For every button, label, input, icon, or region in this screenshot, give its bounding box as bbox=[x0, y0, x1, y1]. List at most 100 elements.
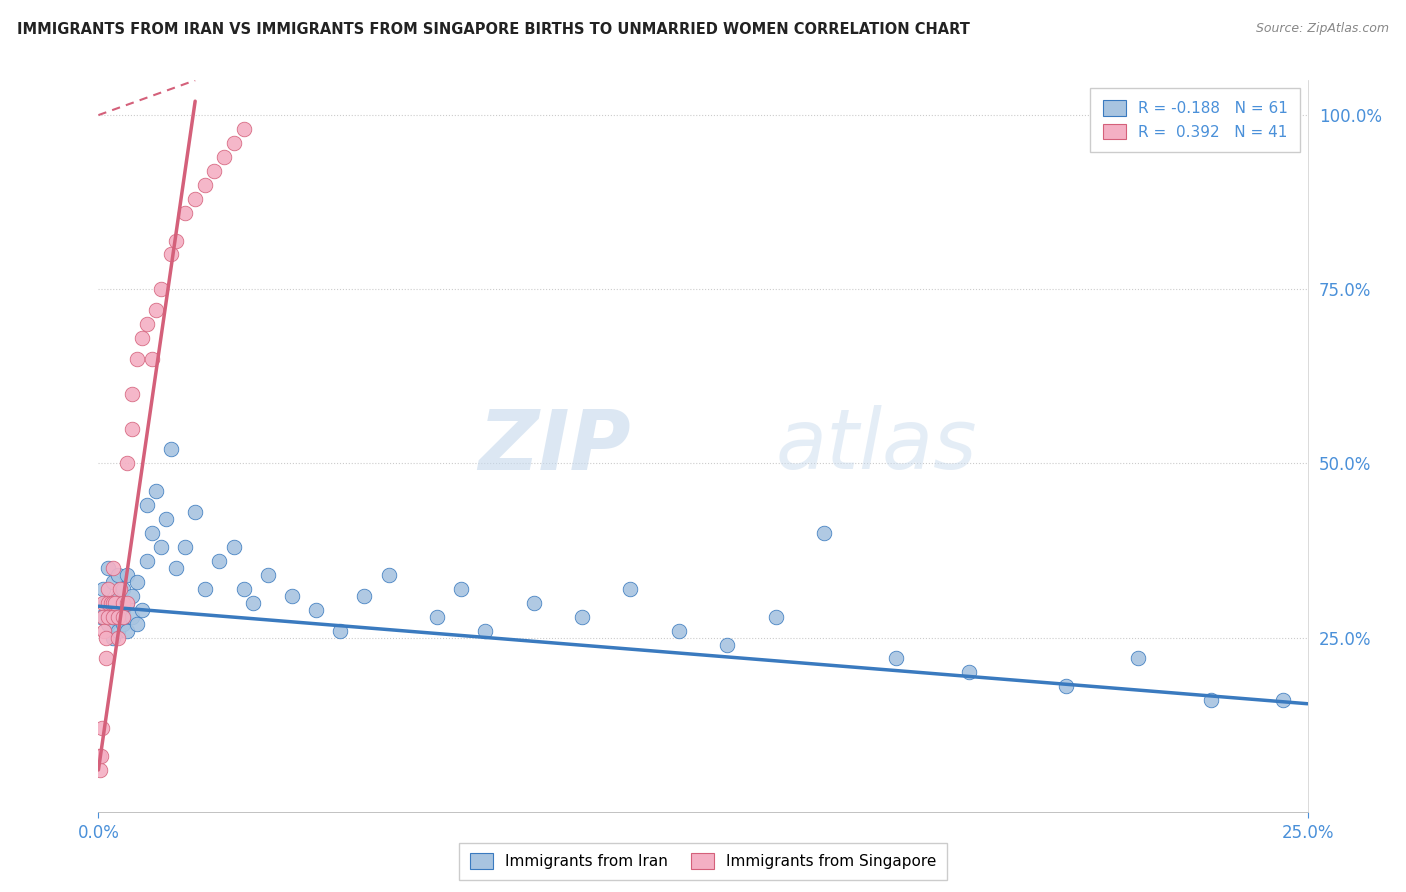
Point bbox=[107, 609, 129, 624]
Point bbox=[281, 589, 304, 603]
Point bbox=[145, 484, 167, 499]
Point bbox=[150, 282, 173, 296]
Point bbox=[957, 665, 980, 680]
Point bbox=[117, 596, 139, 610]
Point bbox=[127, 616, 149, 631]
Point bbox=[1272, 693, 1295, 707]
Point bbox=[194, 582, 217, 596]
Point bbox=[716, 638, 738, 652]
Point bbox=[101, 609, 124, 624]
Point bbox=[121, 609, 143, 624]
Point bbox=[165, 234, 187, 248]
Point bbox=[813, 526, 835, 541]
Point bbox=[141, 526, 163, 541]
Point bbox=[204, 164, 226, 178]
Point bbox=[101, 631, 124, 645]
Point bbox=[121, 386, 143, 401]
Point bbox=[135, 317, 157, 331]
Point bbox=[93, 624, 115, 638]
Point bbox=[111, 616, 134, 631]
Point bbox=[121, 421, 143, 435]
Point bbox=[145, 303, 167, 318]
Point bbox=[127, 574, 149, 589]
Point bbox=[150, 540, 173, 554]
Point bbox=[212, 150, 235, 164]
Point bbox=[97, 596, 120, 610]
Point bbox=[117, 567, 139, 582]
Point bbox=[523, 596, 546, 610]
Point bbox=[94, 631, 117, 645]
Point bbox=[1128, 651, 1150, 665]
Point bbox=[121, 589, 143, 603]
Point bbox=[100, 603, 122, 617]
Point bbox=[222, 136, 245, 150]
Point bbox=[131, 331, 153, 345]
Point bbox=[765, 609, 787, 624]
Point bbox=[141, 351, 163, 366]
Point bbox=[101, 596, 124, 610]
Point bbox=[91, 596, 114, 610]
Point bbox=[94, 596, 117, 610]
Point bbox=[232, 582, 254, 596]
Point bbox=[97, 582, 120, 596]
Point bbox=[104, 596, 127, 610]
Point bbox=[160, 247, 183, 261]
Point bbox=[135, 498, 157, 512]
Point bbox=[571, 609, 593, 624]
Legend: Immigrants from Iran, Immigrants from Singapore: Immigrants from Iran, Immigrants from Si… bbox=[460, 843, 946, 880]
Point bbox=[97, 561, 120, 575]
Point bbox=[91, 609, 114, 624]
Text: atlas: atlas bbox=[776, 406, 977, 486]
Point bbox=[101, 574, 124, 589]
Point bbox=[155, 512, 177, 526]
Point bbox=[111, 582, 134, 596]
Point bbox=[101, 609, 124, 624]
Point bbox=[174, 540, 197, 554]
Point bbox=[97, 616, 120, 631]
Point bbox=[194, 178, 217, 192]
Point bbox=[208, 554, 231, 568]
Point bbox=[127, 351, 149, 366]
Point bbox=[353, 589, 375, 603]
Point bbox=[111, 609, 134, 624]
Point bbox=[90, 609, 112, 624]
Point bbox=[117, 457, 139, 471]
Point bbox=[1199, 693, 1222, 707]
Point bbox=[97, 609, 120, 624]
Point bbox=[619, 582, 641, 596]
Point bbox=[90, 749, 112, 764]
Point bbox=[165, 561, 187, 575]
Point bbox=[174, 205, 197, 219]
Point bbox=[450, 582, 472, 596]
Point bbox=[377, 567, 399, 582]
Point bbox=[91, 582, 114, 596]
Point bbox=[886, 651, 908, 665]
Point bbox=[305, 603, 328, 617]
Legend: R = -0.188   N = 61, R =  0.392   N = 41: R = -0.188 N = 61, R = 0.392 N = 41 bbox=[1091, 88, 1301, 152]
Point bbox=[668, 624, 690, 638]
Point bbox=[160, 442, 183, 457]
Point bbox=[111, 609, 134, 624]
Point bbox=[107, 589, 129, 603]
Point bbox=[117, 624, 139, 638]
Point bbox=[107, 624, 129, 638]
Point bbox=[89, 749, 111, 764]
Point bbox=[242, 596, 264, 610]
Point bbox=[256, 567, 278, 582]
Point bbox=[107, 631, 129, 645]
Point bbox=[222, 540, 245, 554]
Point bbox=[131, 603, 153, 617]
Point bbox=[232, 122, 254, 136]
Point bbox=[474, 624, 496, 638]
Point bbox=[184, 192, 207, 206]
Point bbox=[117, 596, 139, 610]
Text: Source: ZipAtlas.com: Source: ZipAtlas.com bbox=[1256, 22, 1389, 36]
Point bbox=[101, 561, 124, 575]
Point bbox=[184, 505, 207, 519]
Point bbox=[426, 609, 449, 624]
Point bbox=[94, 651, 117, 665]
Point bbox=[90, 721, 112, 735]
Point bbox=[89, 763, 111, 777]
Point bbox=[135, 554, 157, 568]
Point bbox=[111, 596, 134, 610]
